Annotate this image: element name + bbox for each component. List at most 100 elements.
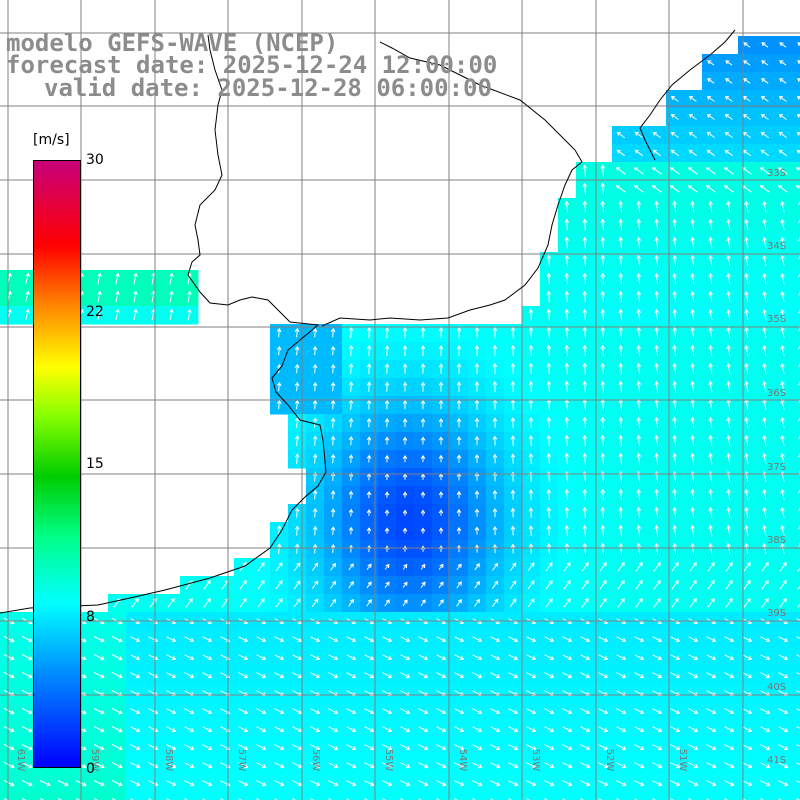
wind-arrow <box>600 344 606 357</box>
wind-arrow <box>528 362 534 375</box>
wind-arrow <box>762 506 767 519</box>
wind-arrow <box>274 780 285 787</box>
wind-arrow <box>797 78 800 83</box>
wind-arrow <box>366 490 372 499</box>
wind-arrow <box>420 363 426 374</box>
wind-arrow <box>366 581 372 589</box>
wind-arrow <box>761 561 769 572</box>
wind-arrow <box>400 636 411 643</box>
wind-arrow <box>598 726 609 733</box>
wind-arrow <box>778 780 789 787</box>
wind-arrow <box>600 488 606 501</box>
wind-arrow <box>456 581 462 589</box>
wind-arrow <box>582 506 588 519</box>
wind-cell <box>792 54 800 73</box>
wind-arrow <box>690 524 695 537</box>
wind-arrow <box>311 562 319 571</box>
wind-arrow <box>600 362 606 375</box>
wind-arrow <box>598 654 609 661</box>
wind-arrow <box>671 579 679 590</box>
latitude-label: 33S <box>767 168 786 179</box>
wind-arrow <box>546 543 552 555</box>
wind-arrow <box>526 672 537 679</box>
wind-arrow <box>761 597 769 608</box>
wind-arrow <box>742 636 753 643</box>
wind-arrow <box>651 185 662 193</box>
wind-arrow <box>330 345 336 356</box>
wind-arrow <box>688 149 697 157</box>
wind-arrow <box>492 344 498 357</box>
wind-arrow <box>654 434 659 447</box>
wind-arrow <box>582 182 588 195</box>
wind-arrow <box>762 308 767 321</box>
wind-arrow <box>474 526 480 535</box>
wind-arrow <box>508 654 519 661</box>
wind-arrow <box>618 434 623 447</box>
wind-arrow <box>669 185 680 193</box>
wind-arrow <box>472 708 483 715</box>
wind-arrow <box>724 744 735 751</box>
wind-arrow <box>600 254 606 267</box>
wind-arrow <box>454 744 465 751</box>
wind-arrow <box>598 636 609 643</box>
wind-cell <box>792 756 800 775</box>
longitude-label: 58W <box>163 749 174 772</box>
wind-arrow <box>3 708 15 715</box>
wind-arrow <box>796 672 800 676</box>
wind-arrow <box>636 380 641 393</box>
wind-arrow <box>618 308 623 321</box>
wind-arrow <box>93 654 105 661</box>
wind-arrow <box>472 744 483 751</box>
wind-arrow <box>57 780 69 787</box>
wind-arrow <box>456 417 462 428</box>
wind-arrow <box>384 436 390 445</box>
wind-arrow <box>257 562 265 572</box>
wind-arrow <box>780 272 785 285</box>
wind-arrow <box>238 726 249 733</box>
wind-cell <box>792 648 800 667</box>
wind-arrow <box>436 726 447 733</box>
wind-arrow <box>780 362 785 375</box>
wind-arrow <box>743 60 751 66</box>
wind-arrow <box>582 434 588 447</box>
wind-arrow <box>169 272 174 285</box>
wind-cell <box>450 792 469 800</box>
wind-arrow <box>726 362 731 375</box>
wind-arrow <box>780 542 785 555</box>
wind-arrow <box>238 780 249 787</box>
wind-arrow <box>256 780 267 787</box>
wind-arrow <box>652 654 663 661</box>
wind-arrow <box>670 780 681 787</box>
wind-arrow <box>418 726 429 733</box>
wind-arrow <box>688 708 699 715</box>
wind-arrow <box>689 561 697 572</box>
wind-arrow <box>564 272 570 285</box>
wind-arrow <box>654 506 659 519</box>
wind-arrow <box>726 524 731 537</box>
wind-arrow <box>670 636 681 643</box>
wind-arrow <box>275 580 283 590</box>
wind-arrow <box>294 363 300 374</box>
latitude-label: 35S <box>767 314 786 325</box>
wind-arrow <box>115 290 120 303</box>
wind-arrow <box>528 380 534 393</box>
wind-arrow <box>491 598 499 607</box>
wind-arrow <box>670 654 681 661</box>
wind-arrow <box>723 185 734 193</box>
wind-arrow <box>636 272 641 285</box>
wind-arrow <box>744 236 749 249</box>
wind-arrow <box>527 562 535 572</box>
wind-arrow <box>546 489 552 501</box>
wind-arrow <box>21 672 33 679</box>
wind-arrow <box>348 508 354 517</box>
wind-arrow <box>654 344 659 357</box>
wind-arrow <box>760 131 769 139</box>
wind-arrow <box>708 236 713 249</box>
wind-arrow <box>382 726 393 733</box>
latitude-label: 40S <box>767 682 786 693</box>
wind-arrow <box>651 167 662 175</box>
wind-arrow <box>346 672 357 679</box>
wind-arrow <box>562 744 573 751</box>
wind-arrow <box>688 780 699 787</box>
wind-arrow <box>600 524 606 537</box>
